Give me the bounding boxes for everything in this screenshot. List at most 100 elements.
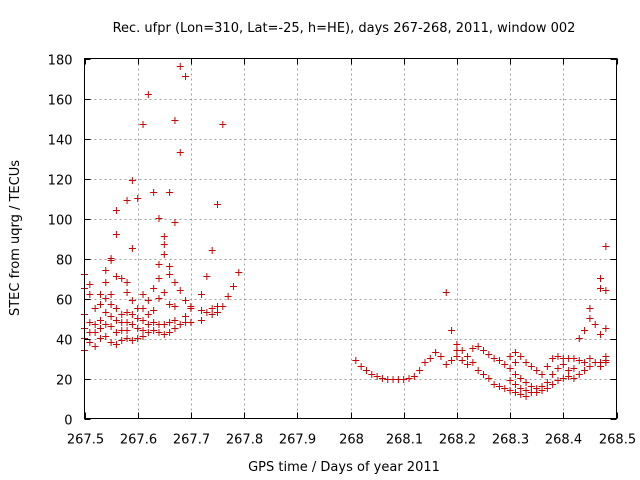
data-point (208, 311, 216, 318)
y-tick-label: 60 (56, 294, 73, 309)
data-point (549, 381, 557, 388)
data-point (517, 391, 525, 398)
x-tick-label: 268.4 (545, 433, 582, 448)
data-point (139, 327, 147, 334)
data-point (198, 307, 206, 314)
data-point (224, 293, 232, 300)
data-point (586, 363, 594, 370)
data-point (602, 359, 610, 366)
data-point (107, 323, 115, 330)
data-point (235, 269, 243, 276)
data-point (469, 359, 477, 366)
data-point (86, 281, 94, 288)
data-point (150, 327, 158, 334)
data-point (144, 91, 152, 98)
data-point (517, 375, 525, 382)
data-point (575, 357, 583, 364)
data-point (522, 393, 530, 400)
data-point (442, 361, 450, 368)
data-point (219, 121, 227, 128)
chart-title: Rec. ufpr (Lon=310, Lat=-25, h=HE), days… (113, 21, 576, 36)
data-point (128, 337, 136, 344)
data-point (570, 375, 578, 382)
data-point (203, 309, 211, 316)
data-point (458, 357, 466, 364)
y-tick-label: 20 (56, 374, 73, 389)
x-axis-label: GPS time / Days of year 2011 (248, 460, 440, 475)
data-point (214, 201, 221, 208)
data-point (139, 121, 147, 128)
data-point (171, 325, 179, 332)
data-point (123, 197, 131, 204)
data-point (155, 329, 163, 336)
data-point (533, 389, 541, 396)
y-axis-label: STEC from uqrg / TECUs (8, 160, 23, 316)
data-point (543, 363, 551, 370)
data-point (511, 371, 519, 378)
data-point (495, 357, 503, 364)
data-point (357, 363, 365, 370)
data-point (229, 283, 237, 290)
data-point (597, 275, 605, 282)
y-tick-label: 40 (56, 334, 73, 349)
data-point (474, 343, 482, 350)
data-point (458, 347, 466, 354)
data-point (464, 361, 472, 368)
x-tick-label: 267.5 (67, 433, 104, 448)
data-point (517, 353, 525, 360)
data-point (139, 291, 147, 298)
data-point (102, 279, 110, 286)
x-tick-labels: 267.5 267.6 267.7 267.8 267.9 268 268.1 268.2 26… (67, 433, 636, 448)
data-point (160, 289, 168, 296)
data-point (171, 219, 179, 226)
data-point (96, 317, 104, 324)
y-tick-label: 0 (64, 414, 72, 429)
data-point (166, 263, 174, 270)
y-tick-label: 160 (48, 94, 73, 109)
data-point (511, 381, 519, 388)
x-tick-label: 267.7 (173, 433, 210, 448)
data-point (421, 359, 429, 366)
data-point (102, 333, 110, 340)
data-point (511, 359, 519, 366)
data-point (107, 313, 115, 320)
data-point (182, 313, 190, 320)
data-point (150, 319, 158, 326)
data-point (597, 285, 605, 292)
data-point (198, 291, 206, 298)
data-point (591, 321, 599, 328)
data-point (485, 375, 493, 382)
data-point (96, 325, 104, 332)
axis-ticks (84, 58, 618, 420)
data-point (549, 355, 557, 362)
y-tick-label: 180 (48, 54, 73, 69)
data-point (96, 335, 104, 342)
data-point (144, 321, 152, 328)
data-point (490, 355, 498, 362)
data-point (134, 195, 142, 202)
data-point (171, 303, 179, 310)
data-point (155, 261, 163, 268)
data-point (128, 245, 136, 252)
data-point (543, 379, 551, 386)
data-point (527, 383, 535, 390)
data-point (155, 295, 163, 302)
data-point (208, 247, 216, 254)
data-point (150, 307, 158, 314)
data-point (128, 297, 136, 304)
data-point (219, 303, 227, 310)
data-point (570, 365, 578, 372)
data-point (182, 73, 190, 80)
data-point (559, 361, 567, 368)
data-point (506, 353, 514, 360)
data-point (118, 275, 126, 282)
data-point (432, 349, 440, 356)
data-point (581, 367, 589, 374)
data-point (144, 329, 152, 336)
data-point (139, 317, 147, 324)
x-tick-label: 267.8 (226, 433, 263, 448)
data-point (166, 319, 174, 326)
data-point (123, 309, 131, 316)
data-point (554, 353, 562, 360)
